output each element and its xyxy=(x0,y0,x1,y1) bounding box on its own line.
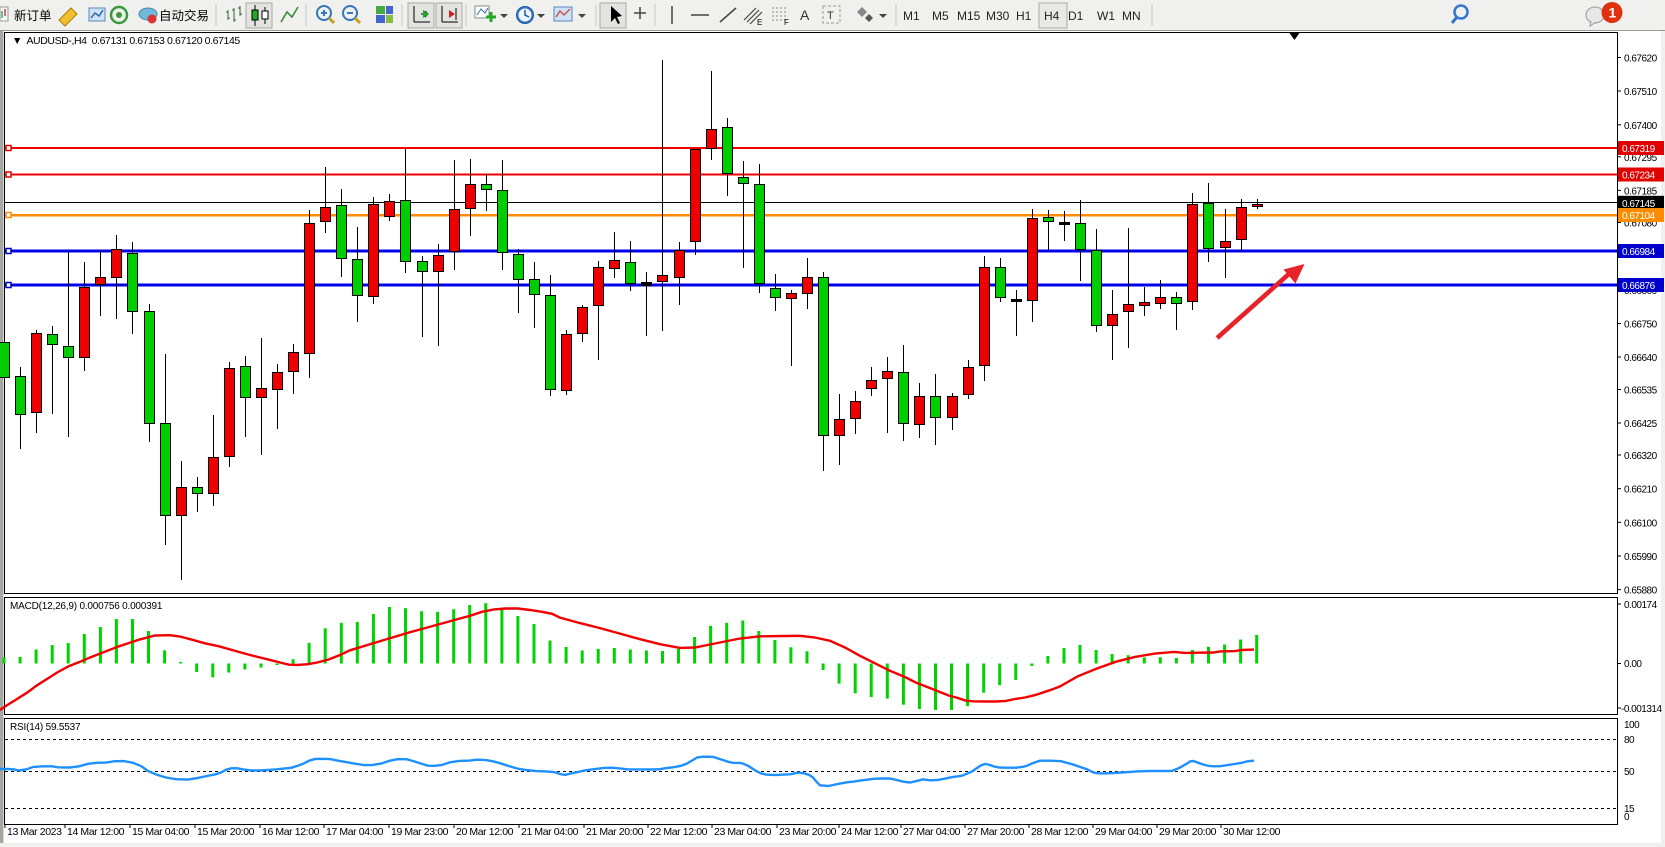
svg-text:W1: W1 xyxy=(1097,9,1115,23)
svg-text:M1: M1 xyxy=(903,9,920,23)
svg-text:0.67080: 0.67080 xyxy=(1624,219,1658,230)
svg-text:17 Mar 04:00: 17 Mar 04:00 xyxy=(326,826,384,838)
svg-text:15 Mar 20:00: 15 Mar 20:00 xyxy=(197,826,255,838)
svg-text:29 Mar 04:00: 29 Mar 04:00 xyxy=(1095,826,1153,838)
svg-text:0.67295: 0.67295 xyxy=(1624,153,1658,164)
svg-text:新订单: 新订单 xyxy=(14,8,52,23)
svg-text:自动交易: 自动交易 xyxy=(159,8,209,23)
svg-text:22 Mar 12:00: 22 Mar 12:00 xyxy=(650,826,708,838)
svg-text:0.66535: 0.66535 xyxy=(1624,386,1658,397)
svg-text:23 Mar 04:00: 23 Mar 04:00 xyxy=(714,826,772,838)
svg-text:0.67620: 0.67620 xyxy=(1624,54,1658,65)
svg-text:23 Mar 20:00: 23 Mar 20:00 xyxy=(779,826,837,838)
svg-text:30 Mar 12:00: 30 Mar 12:00 xyxy=(1223,826,1281,838)
svg-text:20 Mar 12:00: 20 Mar 12:00 xyxy=(456,826,514,838)
svg-text:0.67145: 0.67145 xyxy=(1622,199,1656,210)
svg-text:0.00: 0.00 xyxy=(1624,659,1642,670)
svg-text:A: A xyxy=(800,7,810,23)
svg-text:0.66984: 0.66984 xyxy=(1622,247,1656,258)
svg-text:19 Mar 23:00: 19 Mar 23:00 xyxy=(391,826,449,838)
svg-text:80: 80 xyxy=(1624,735,1635,746)
svg-text:0.00174: 0.00174 xyxy=(1624,600,1658,611)
svg-text:13 Mar 2023: 13 Mar 2023 xyxy=(7,826,62,838)
svg-text:0.65880: 0.65880 xyxy=(1624,586,1658,597)
svg-text:0.66876: 0.66876 xyxy=(1622,281,1656,292)
svg-text:21 Mar 20:00: 21 Mar 20:00 xyxy=(586,826,644,838)
svg-text:F: F xyxy=(784,18,789,27)
svg-text:D1: D1 xyxy=(1068,9,1084,23)
svg-text:H4: H4 xyxy=(1044,9,1060,23)
svg-text:100: 100 xyxy=(1624,720,1640,731)
svg-text:0: 0 xyxy=(1624,812,1630,823)
svg-text:29 Mar 20:00: 29 Mar 20:00 xyxy=(1159,826,1217,838)
svg-text:0.65990: 0.65990 xyxy=(1624,552,1658,563)
svg-text:M5: M5 xyxy=(932,9,949,23)
svg-text:0.66750: 0.66750 xyxy=(1624,320,1658,331)
svg-text:0.66425: 0.66425 xyxy=(1624,419,1658,430)
svg-text:-0.001314: -0.001314 xyxy=(1621,704,1662,715)
svg-text:0.66320: 0.66320 xyxy=(1624,451,1658,462)
svg-text:0.67234: 0.67234 xyxy=(1622,171,1656,182)
svg-text:0.67185: 0.67185 xyxy=(1624,186,1658,197)
svg-text:50: 50 xyxy=(1624,767,1635,778)
svg-text:H1: H1 xyxy=(1016,9,1032,23)
svg-text:21 Mar 04:00: 21 Mar 04:00 xyxy=(521,826,579,838)
svg-text:0.67319: 0.67319 xyxy=(1622,144,1656,155)
svg-text:0.66640: 0.66640 xyxy=(1624,353,1658,364)
svg-text:0.66100: 0.66100 xyxy=(1624,518,1658,529)
svg-text:0.67400: 0.67400 xyxy=(1624,121,1658,132)
svg-text:15 Mar 04:00: 15 Mar 04:00 xyxy=(132,826,190,838)
svg-text:24 Mar 12:00: 24 Mar 12:00 xyxy=(841,826,899,838)
svg-text:T: T xyxy=(827,10,834,22)
svg-text:E: E xyxy=(757,18,762,27)
svg-text:M15: M15 xyxy=(957,9,981,23)
svg-text:MN: MN xyxy=(1122,9,1141,23)
svg-text:MACD(12,26,9) 0.000756 0.00039: MACD(12,26,9) 0.000756 0.000391 xyxy=(10,601,163,612)
svg-text:M30: M30 xyxy=(986,9,1010,23)
svg-text:▼ AUDUSD-,H4 0.67131 0.67153: ▼ AUDUSD-,H4 0.67131 0.67153 0.67120 0.6… xyxy=(12,35,240,47)
svg-text:0.66210: 0.66210 xyxy=(1624,485,1658,496)
svg-text:RSI(14) 59.5537: RSI(14) 59.5537 xyxy=(10,722,81,733)
svg-text:1: 1 xyxy=(1609,5,1617,21)
svg-text:16 Mar 12:00: 16 Mar 12:00 xyxy=(262,826,320,838)
svg-text:0.67104: 0.67104 xyxy=(1622,211,1656,222)
svg-text:15: 15 xyxy=(1624,804,1635,815)
svg-text:27 Mar 20:00: 27 Mar 20:00 xyxy=(967,826,1025,838)
svg-text:14 Mar 12:00: 14 Mar 12:00 xyxy=(67,826,125,838)
svg-text:27 Mar 04:00: 27 Mar 04:00 xyxy=(903,826,961,838)
svg-text:28 Mar 12:00: 28 Mar 12:00 xyxy=(1031,826,1089,838)
svg-text:0.67510: 0.67510 xyxy=(1624,87,1658,98)
